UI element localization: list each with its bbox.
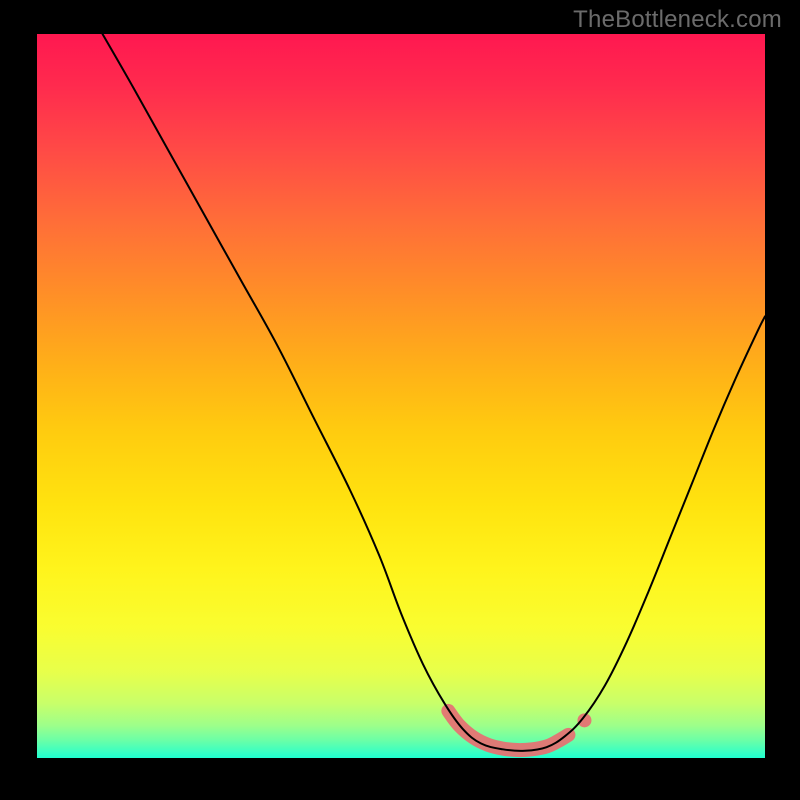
chart-container: TheBottleneck.com <box>0 0 800 800</box>
chart-svg <box>37 34 765 758</box>
gradient-background <box>37 34 765 758</box>
plot-area <box>37 34 765 758</box>
watermark-text: TheBottleneck.com <box>573 6 782 34</box>
